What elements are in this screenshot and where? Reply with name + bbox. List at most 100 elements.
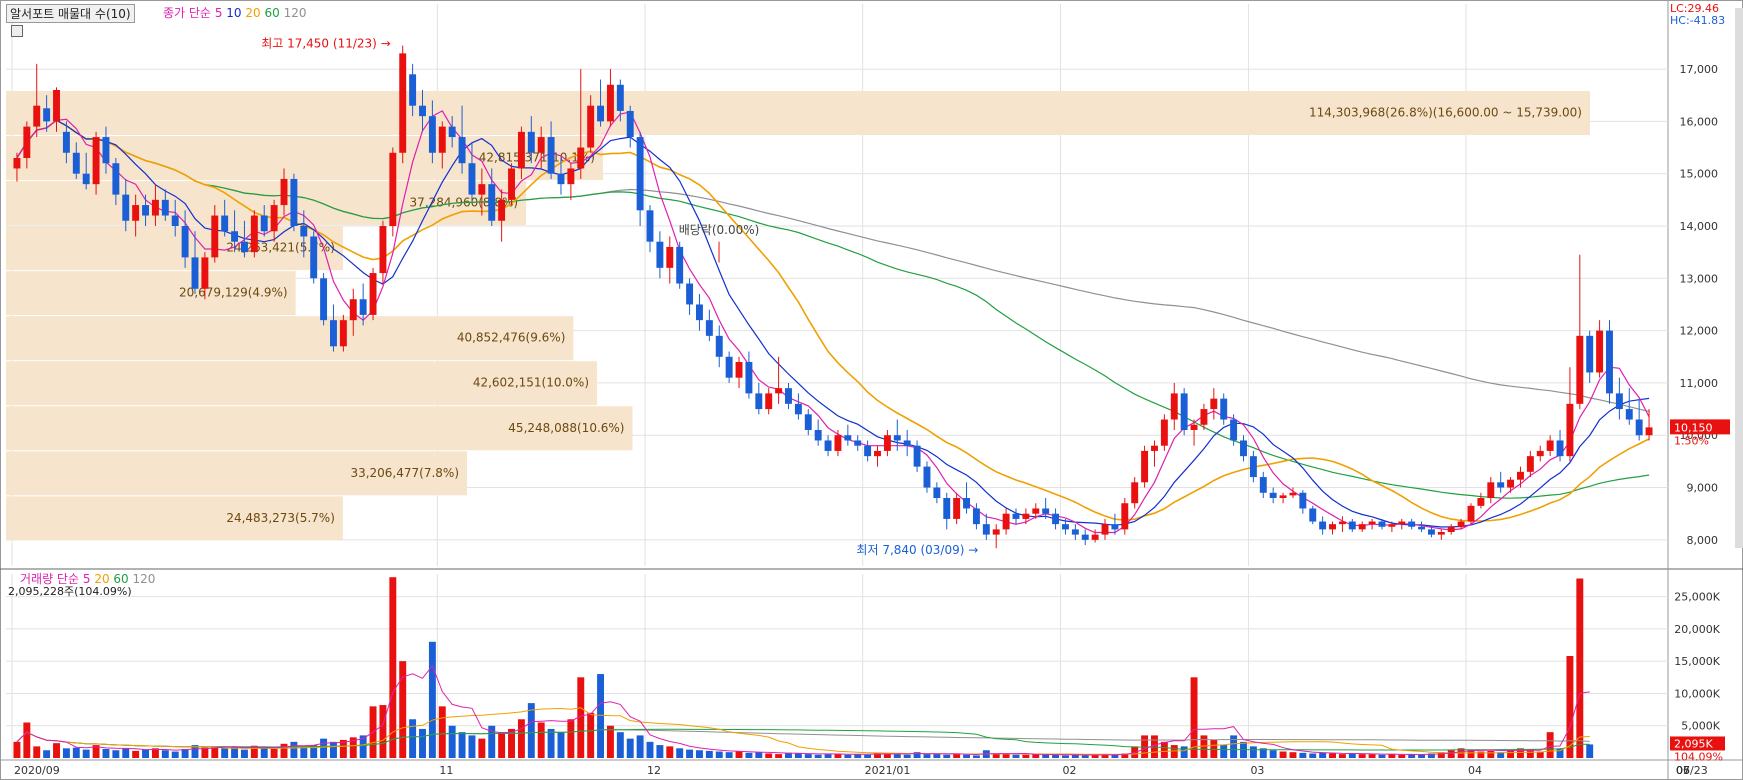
- volume-bar: [597, 674, 605, 758]
- volume-bar: [419, 728, 426, 758]
- volume-bar: [1180, 746, 1188, 758]
- candle-body: [1170, 393, 1178, 420]
- candle-body: [883, 435, 891, 451]
- vlegend-ma120[interactable]: 120: [132, 572, 156, 586]
- volume-bar: [112, 750, 120, 758]
- volume-bar: [1111, 754, 1119, 758]
- candle-body: [72, 152, 80, 174]
- volume-bar: [359, 735, 367, 758]
- date-tick-label: 04: [1468, 764, 1482, 777]
- legend-ma120[interactable]: 120: [283, 6, 307, 20]
- candle-body: [1348, 521, 1356, 530]
- volume-bar: [330, 741, 337, 758]
- volume-profile-label: 42,602,151(10.0%): [473, 376, 589, 390]
- candle-body: [676, 246, 684, 284]
- legend-ma5[interactable]: 5: [214, 6, 223, 20]
- candle-body: [1319, 521, 1327, 530]
- volume-bar: [636, 735, 644, 758]
- volume-bar: [438, 706, 446, 758]
- candle-body: [834, 435, 842, 451]
- candle-body: [666, 246, 674, 268]
- candle-body: [1042, 508, 1050, 514]
- scrollbar-track: [1735, 8, 1743, 548]
- candle-body: [1645, 427, 1653, 436]
- volume-profile-band: [6, 496, 343, 541]
- volume-bar: [1576, 578, 1584, 758]
- volume-bar: [1259, 748, 1267, 758]
- candle-body: [1210, 398, 1218, 410]
- candle-body: [369, 273, 377, 315]
- volume-bar: [201, 747, 209, 758]
- volume-bar: [1497, 752, 1505, 758]
- volume-profile-band: [6, 361, 598, 406]
- candle-body: [290, 178, 298, 226]
- volume-bar: [1032, 754, 1040, 758]
- candle-body: [804, 414, 812, 430]
- ma10-line: [16, 119, 1650, 528]
- volume-bar: [1378, 754, 1386, 758]
- volume-bar: [972, 755, 980, 758]
- volume-bar: [1200, 735, 1208, 758]
- volume-bar: [874, 752, 881, 758]
- volume-bar: [834, 753, 842, 758]
- candle-body: [1625, 409, 1633, 420]
- volume-bar: [1427, 753, 1435, 758]
- candle-body: [1635, 419, 1643, 436]
- volume-bar: [646, 741, 654, 758]
- volume-bar: [339, 739, 347, 758]
- candle-body: [92, 137, 100, 185]
- volume-bar: [102, 748, 110, 758]
- volume-bar: [399, 661, 407, 758]
- legend-ma60[interactable]: 60: [264, 6, 280, 20]
- candle-body: [1289, 492, 1297, 496]
- candle-body: [13, 158, 21, 169]
- volume-profile-band: [6, 451, 468, 496]
- volume-tick-label: 25,000K: [1674, 591, 1720, 604]
- volume-profile-band: [6, 91, 1590, 136]
- candle-body: [1022, 513, 1030, 519]
- price-tick-label: 17,000: [1680, 63, 1719, 76]
- vlegend-ma5[interactable]: 5: [82, 572, 91, 586]
- candle-body: [686, 283, 694, 305]
- candle-body: [527, 131, 535, 153]
- volume-bar: [1220, 745, 1228, 758]
- candle-body: [280, 178, 288, 206]
- volume-bar: [626, 738, 634, 758]
- volume-bar: [1447, 750, 1455, 758]
- candle-body: [893, 435, 901, 441]
- candle-body: [359, 299, 367, 315]
- volume-bar: [320, 738, 328, 758]
- price-tick-label: 12,000: [1680, 325, 1719, 338]
- vlegend-ma60[interactable]: 60: [113, 572, 129, 586]
- legend-ma20[interactable]: 20: [245, 6, 261, 20]
- legend-ma10[interactable]: 10: [226, 6, 242, 20]
- volume-profile-label: 24,483,273(5.7%): [226, 511, 335, 525]
- price-tick-label: 14,000: [1680, 220, 1719, 233]
- candle-body: [250, 215, 258, 253]
- volume-bar: [557, 732, 565, 758]
- volume-bar: [755, 752, 763, 758]
- candle-body: [1497, 482, 1505, 488]
- volume-bar: [53, 743, 60, 758]
- volume-bar: [349, 737, 357, 758]
- volume-bar: [1418, 754, 1426, 758]
- vlegend-ma20[interactable]: 20: [94, 572, 110, 586]
- volume-bar: [181, 748, 189, 758]
- volume-bar: [498, 732, 506, 758]
- candle-body: [1457, 521, 1465, 527]
- overlay-tab[interactable]: 알서포트 매물대 수(10): [6, 4, 135, 23]
- volume-bar: [72, 747, 80, 758]
- volume-bar: [933, 753, 941, 758]
- volume-bar: [616, 732, 624, 758]
- settings-icon[interactable]: [11, 25, 23, 37]
- candle-body: [1615, 393, 1623, 410]
- candle-body: [240, 241, 248, 253]
- volume-bar: [82, 749, 90, 758]
- candle-body: [537, 137, 545, 153]
- volume-bar: [705, 750, 713, 758]
- price-tick-label: 11,000: [1680, 377, 1719, 390]
- volume-profile-band: [6, 406, 633, 451]
- volume-bar: [1358, 754, 1366, 758]
- volume-ma5-line: [16, 664, 1590, 756]
